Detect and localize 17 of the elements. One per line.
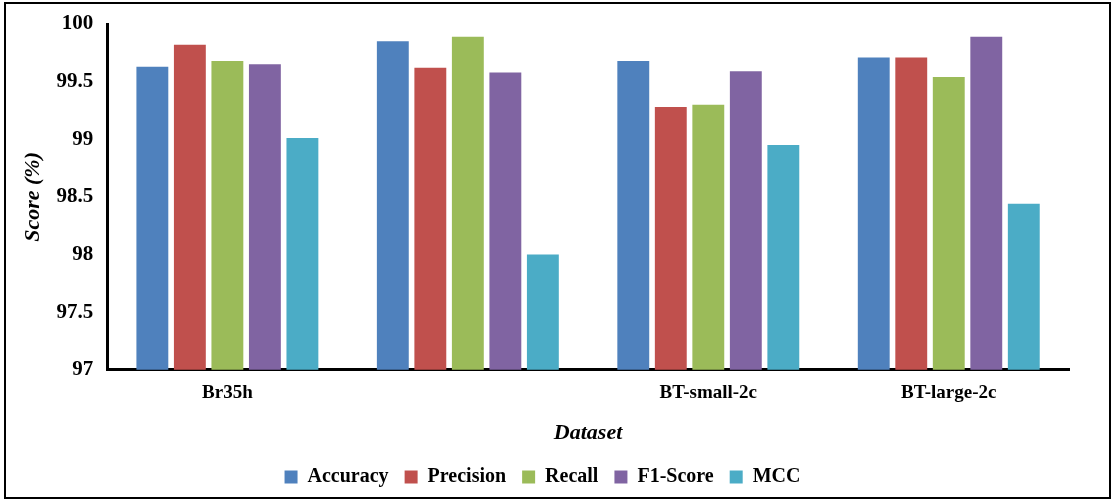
y-tick-label: 98 [72,240,94,265]
legend-label: Accuracy [307,464,389,488]
x-axis-title: Dataset [552,419,624,445]
x-tick-label: BT-small-2c [659,381,758,403]
y-tick-label: 99.5 [56,68,94,93]
legend-label: Precision [427,464,507,487]
x-tick-label: Br35h [202,381,254,403]
legend-label: MCC [752,464,801,487]
y-tick-label: 100 [61,10,94,35]
x-tick-label: BT-large-2c [901,381,997,403]
y-tick-label: 97 [72,356,94,381]
y-tick-label: 97.5 [56,298,94,323]
y-tick-label: 98.5 [56,183,94,208]
legend-label: F1-Score [637,464,714,487]
legend-label: Recall [545,464,599,487]
y-tick-label: 99 [72,125,94,150]
y-axis-title: Score (%) [18,151,44,242]
